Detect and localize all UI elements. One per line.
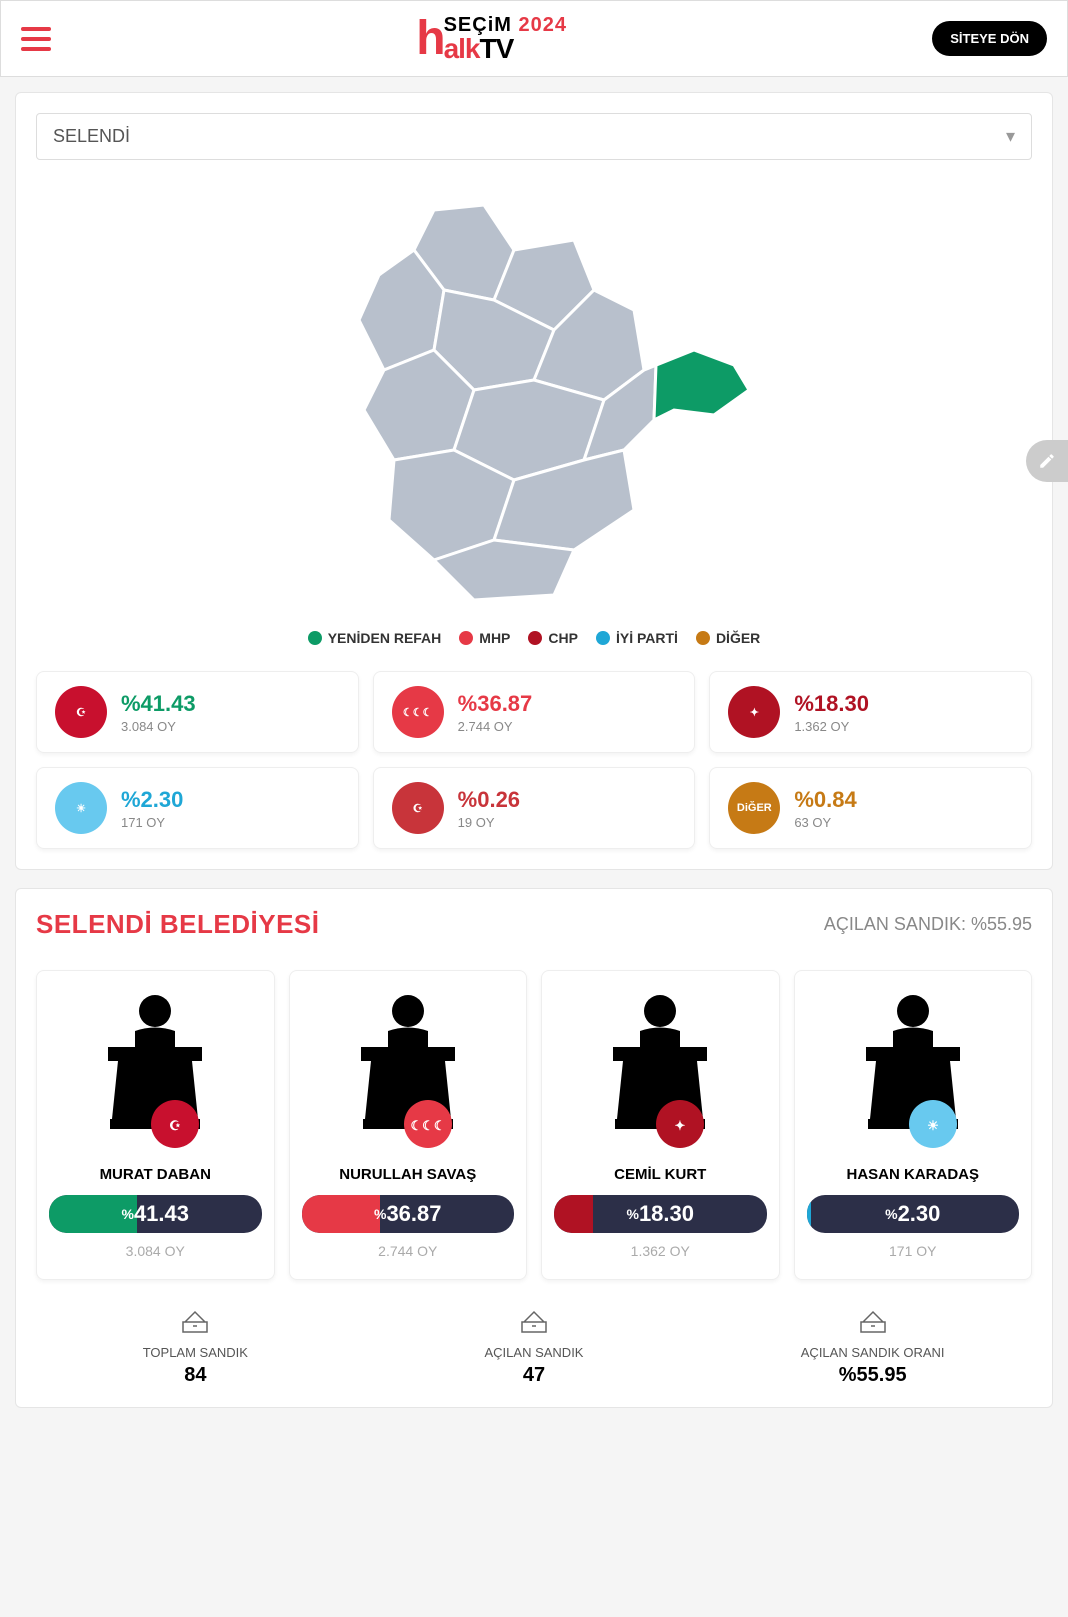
- municipality-card: SELENDİ BELEDİYESİ AÇILAN SANDIK: %55.95…: [15, 888, 1053, 1408]
- candidate-name: CEMİL KURT: [554, 1166, 767, 1183]
- back-to-site-button[interactable]: SİTEYE DÖN: [932, 21, 1047, 56]
- party-votes: 1.362 OY: [794, 719, 869, 734]
- svg-text:☀: ☀: [927, 1118, 939, 1133]
- map-legend: YENİDEN REFAH MHP CHP İYİ PARTİ DİĞER: [36, 630, 1032, 646]
- candidate-votes: 171 OY: [807, 1243, 1020, 1259]
- legend-item: CHP: [528, 630, 578, 646]
- party-percentage: %36.87: [458, 691, 533, 717]
- candidate-podium-icon: ☀: [838, 989, 988, 1154]
- hamburger-menu[interactable]: [21, 27, 51, 51]
- stat-label: AÇILAN SANDIK: [375, 1345, 694, 1360]
- party-percentage: %0.26: [458, 787, 520, 813]
- candidate-percentage-pill: %2.30: [807, 1195, 1020, 1233]
- candidate-votes: 3.084 OY: [49, 1243, 262, 1259]
- stat-item: AÇILAN SANDIK ORANI %55.95: [713, 1310, 1032, 1387]
- logo-tv: TV: [480, 33, 514, 64]
- party-logo-icon: ☪: [392, 782, 444, 834]
- header: h SEÇiM 2024 alkTV SİTEYE DÖN: [0, 0, 1068, 77]
- legend-item: MHP: [459, 630, 510, 646]
- party-card-yeniden-refah[interactable]: ☪ %41.43 3.084 OY: [36, 671, 359, 753]
- party-percentage: %0.84: [794, 787, 856, 813]
- candidate-percentage-pill: %18.30: [554, 1195, 767, 1233]
- party-card-diger[interactable]: DiĞER %0.84 63 OY: [709, 767, 1032, 849]
- candidate-votes: 2.744 OY: [302, 1243, 515, 1259]
- ballot-box-icon: [36, 1310, 355, 1339]
- party-card-iyi-parti[interactable]: ☀ %2.30 171 OY: [36, 767, 359, 849]
- candidates-grid: ☪ MURAT DABAN %41.43 3.084 OY ☾☾☾ NURULL…: [36, 970, 1032, 1280]
- party-results-grid: ☪ %41.43 3.084 OY ☾☾☾ %36.87 2.744 OY ✦ …: [36, 671, 1032, 849]
- party-votes: 2.744 OY: [458, 719, 533, 734]
- candidate-card[interactable]: ☪ MURAT DABAN %41.43 3.084 OY: [36, 970, 275, 1280]
- svg-text:☪: ☪: [169, 1118, 181, 1133]
- legend-item: YENİDEN REFAH: [308, 630, 442, 646]
- ballot-box-icon: [713, 1310, 1032, 1339]
- legend-item: DİĞER: [696, 630, 760, 646]
- municipality-title: SELENDİ BELEDİYESİ: [36, 909, 320, 940]
- candidate-percentage-pill: %41.43: [49, 1195, 262, 1233]
- candidate-name: MURAT DABAN: [49, 1166, 262, 1183]
- stat-label: TOPLAM SANDIK: [36, 1345, 355, 1360]
- district-selector-value: SELENDİ: [53, 126, 130, 147]
- candidate-podium-icon: ✦: [585, 989, 735, 1154]
- party-percentage: %41.43: [121, 691, 196, 717]
- party-percentage: %2.30: [121, 787, 183, 813]
- party-card-chp[interactable]: ✦ %18.30 1.362 OY: [709, 671, 1032, 753]
- candidate-podium-icon: ☾☾☾: [333, 989, 483, 1154]
- party-votes: 19 OY: [458, 815, 520, 830]
- candidate-card[interactable]: ☾☾☾ NURULLAH SAVAŞ %36.87 2.744 OY: [289, 970, 528, 1280]
- candidate-percentage-pill: %36.87: [302, 1195, 515, 1233]
- district-map[interactable]: [36, 190, 1032, 610]
- party-percentage: %18.30: [794, 691, 869, 717]
- candidate-votes: 1.362 OY: [554, 1243, 767, 1259]
- stats-row: TOPLAM SANDIK 84 AÇILAN SANDIK 47 AÇILAN…: [36, 1310, 1032, 1387]
- candidate-name: NURULLAH SAVAŞ: [302, 1166, 515, 1183]
- opened-box-label: AÇILAN SANDIK: %55.95: [824, 914, 1032, 935]
- logo-year: 2024: [518, 14, 567, 36]
- district-card: SELENDİ ▾: [15, 92, 1053, 870]
- party-card-saadet[interactable]: ☪ %0.26 19 OY: [373, 767, 696, 849]
- party-card-mhp[interactable]: ☾☾☾ %36.87 2.744 OY: [373, 671, 696, 753]
- edit-fab-button[interactable]: [1026, 440, 1068, 482]
- ballot-box-icon: [375, 1310, 694, 1339]
- svg-text:✦: ✦: [675, 1118, 686, 1133]
- candidate-name: HASAN KARADAŞ: [807, 1166, 1020, 1183]
- stat-label: AÇILAN SANDIK ORANI: [713, 1345, 1032, 1360]
- party-logo-icon: ✦: [728, 686, 780, 738]
- stat-item: TOPLAM SANDIK 84: [36, 1310, 355, 1387]
- stat-value: 47: [375, 1364, 694, 1387]
- party-votes: 63 OY: [794, 815, 856, 830]
- party-logo-icon: DiĞER: [728, 782, 780, 834]
- legend-item: İYİ PARTİ: [596, 630, 678, 646]
- svg-text:☾☾☾: ☾☾☾: [410, 1118, 445, 1133]
- logo-alk: alk: [444, 33, 480, 64]
- party-logo-icon: ☾☾☾: [392, 686, 444, 738]
- chevron-down-icon: ▾: [1006, 126, 1015, 147]
- site-logo[interactable]: h SEÇiM 2024 alkTV: [416, 11, 567, 66]
- stat-item: AÇILAN SANDIK 47: [375, 1310, 694, 1387]
- party-logo-icon: ☀: [55, 782, 107, 834]
- party-logo-icon: ☪: [55, 686, 107, 738]
- party-votes: 3.084 OY: [121, 719, 196, 734]
- party-votes: 171 OY: [121, 815, 183, 830]
- stat-value: %55.95: [713, 1364, 1032, 1387]
- stat-value: 84: [36, 1364, 355, 1387]
- candidate-card[interactable]: ☀ HASAN KARADAŞ %2.30 171 OY: [794, 970, 1033, 1280]
- district-selector[interactable]: SELENDİ ▾: [36, 113, 1032, 160]
- candidate-podium-icon: ☪: [80, 989, 230, 1154]
- candidate-card[interactable]: ✦ CEMİL KURT %18.30 1.362 OY: [541, 970, 780, 1280]
